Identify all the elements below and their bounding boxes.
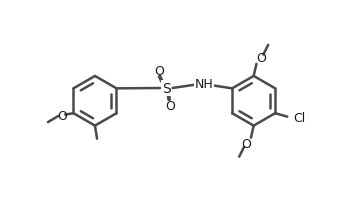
Text: O: O (241, 137, 251, 150)
Text: O: O (57, 110, 67, 123)
Text: S: S (162, 82, 171, 96)
Text: O: O (165, 100, 175, 113)
Text: O: O (154, 64, 164, 77)
Text: Cl: Cl (293, 111, 306, 124)
Text: O: O (256, 52, 266, 65)
Text: NH: NH (195, 78, 214, 91)
